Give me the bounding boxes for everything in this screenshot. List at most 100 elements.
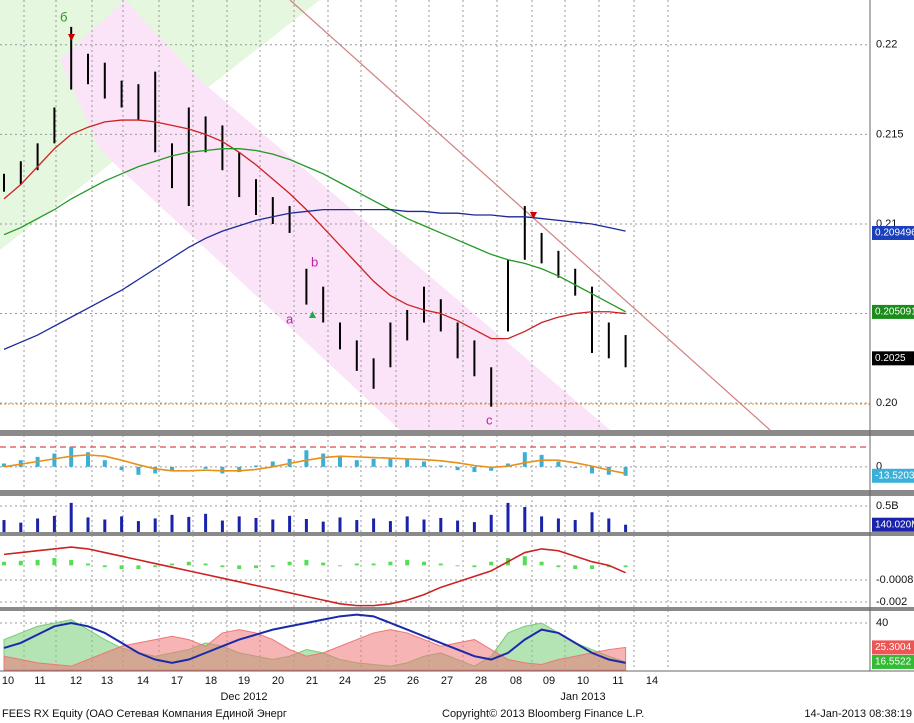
separator: [0, 532, 914, 536]
x-tick-label: 21: [306, 675, 318, 687]
histogram-bar: [304, 450, 309, 467]
histogram-bar: [170, 466, 174, 471]
value-tag-label: 0.205091: [875, 307, 914, 318]
volume-bar: [237, 516, 241, 532]
histogram-bar: [590, 565, 594, 570]
histogram-bar: [371, 458, 376, 467]
separator: [0, 607, 914, 611]
histogram-bar: [102, 565, 107, 568]
volume-bar: [69, 502, 73, 532]
value-tag-label: 16.5522: [875, 657, 912, 668]
x-tick-label: 25: [374, 675, 386, 687]
histogram-bar: [287, 561, 292, 566]
trend-channel: [60, 0, 610, 430]
histogram-bar: [237, 565, 242, 570]
plot: 10 11 12 13 14 17 18 19 20 21 24 25 26 27 28 08 09 10 11 14…: [0, 0, 913, 703]
volume-bar: [19, 522, 23, 532]
histogram-bar: [52, 558, 57, 566]
volume-bar: [355, 520, 359, 532]
value-tag-label: 25.3004: [875, 642, 912, 653]
value-tag: [872, 468, 914, 483]
moving-average: [3, 119, 626, 340]
signal-marker: [309, 311, 316, 318]
volume-bar: [36, 518, 40, 532]
histogram-bar: [270, 461, 275, 467]
histogram-bar: [405, 458, 410, 467]
histogram-bar: [153, 466, 158, 474]
histogram-bar: [86, 452, 90, 467]
trend-line: [289, 0, 771, 431]
histogram-bar: [606, 565, 611, 568]
histogram-bar: [86, 563, 90, 566]
x-tick-label: 18: [205, 675, 217, 687]
histogram-bar: [102, 460, 107, 467]
value-tag: [872, 225, 914, 240]
histogram-bar: [438, 465, 443, 467]
histogram-bar: [472, 565, 477, 568]
y-tick-label: 0.20: [876, 397, 897, 409]
histogram-bar: [186, 561, 191, 566]
histogram-bar: [52, 453, 57, 467]
histogram-bar: [388, 561, 393, 566]
histogram-bar: [556, 565, 561, 568]
x-tick-label: 08: [510, 675, 522, 687]
histogram-bar: [2, 561, 6, 566]
annotation: b: [311, 254, 318, 269]
volume-bar: [489, 514, 493, 532]
histogram-bar: [119, 565, 124, 570]
histogram-bar: [522, 556, 527, 566]
histogram-bar: [237, 466, 242, 473]
histogram-bar: [153, 565, 158, 568]
histogram-bar: [506, 463, 510, 467]
value-tag-label: -13.5203: [875, 470, 914, 481]
x-tick-label: 28: [475, 675, 487, 687]
volume-bar: [103, 519, 107, 532]
value-tag: [872, 351, 914, 366]
volume-bar: [540, 516, 544, 532]
separator: [0, 490, 914, 496]
signal-marker: [530, 212, 537, 219]
x-tick-label: 24: [339, 675, 351, 687]
value-tag-label: 0.2025: [875, 353, 906, 364]
y-tick-label: 0.5B: [876, 500, 899, 512]
volume-bar: [472, 522, 476, 532]
x-tick-label: 17: [171, 675, 183, 687]
histogram-bar: [539, 561, 544, 566]
histogram-bar: [203, 466, 208, 469]
value-tag: [872, 640, 914, 655]
histogram-bar: [371, 563, 376, 566]
value-tag: [872, 304, 914, 319]
x-month-label: Jan 2013: [560, 691, 605, 703]
histogram-bar: [338, 565, 342, 567]
histogram-bar: [522, 452, 527, 467]
x-tick-label: 14: [646, 675, 658, 687]
histogram-bar: [2, 463, 6, 467]
histogram-bar: [136, 565, 141, 570]
histogram-bar: [489, 561, 494, 566]
volume-bar: [590, 512, 594, 532]
volume-bar: [439, 517, 443, 532]
value-tag-label: 0.209496: [875, 228, 914, 239]
histogram-bar: [590, 466, 594, 474]
volume-bar: [204, 513, 208, 532]
histogram-bar: [254, 465, 258, 467]
x-tick-label: 19: [238, 675, 250, 687]
signal-line: [3, 454, 626, 475]
annotation: c: [486, 412, 493, 427]
moving-average: [3, 208, 626, 350]
volume-bar: [254, 517, 258, 532]
annotation: a: [286, 311, 294, 326]
histogram-bar: [573, 565, 578, 570]
volume-bar: [271, 519, 275, 532]
separator: [0, 430, 914, 436]
histogram-bar: [321, 453, 326, 467]
y-tick-label: -0.0008: [876, 574, 913, 586]
volume-bar: [153, 518, 157, 532]
histogram-bar: [489, 466, 494, 471]
x-month-label: Dec 2012: [220, 691, 267, 703]
x-tick-label: 09: [543, 675, 555, 687]
histogram-bar: [18, 560, 23, 566]
x-tick-label: 26: [407, 675, 419, 687]
histogram-bar: [354, 460, 359, 467]
histogram-bar: [69, 559, 74, 566]
